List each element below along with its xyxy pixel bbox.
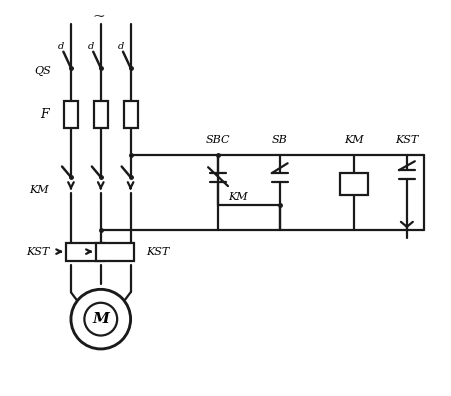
- Text: KST: KST: [394, 135, 418, 145]
- Bar: [94, 101, 107, 128]
- Text: SB: SB: [271, 135, 287, 145]
- Text: SBC: SBC: [205, 135, 230, 145]
- Circle shape: [71, 289, 130, 349]
- Text: KST: KST: [26, 247, 49, 257]
- Text: F: F: [41, 108, 49, 121]
- Text: KM: KM: [227, 192, 247, 202]
- Text: ~: ~: [92, 10, 105, 24]
- Text: KST: KST: [146, 247, 170, 257]
- Bar: [66, 243, 104, 261]
- Text: KM: KM: [344, 135, 363, 145]
- Text: d: d: [88, 42, 94, 51]
- Text: M: M: [92, 312, 109, 326]
- Bar: [340, 173, 367, 195]
- Text: d: d: [118, 42, 124, 51]
- Bar: [124, 101, 137, 128]
- Text: QS: QS: [34, 66, 51, 76]
- Text: d: d: [58, 42, 64, 51]
- Circle shape: [84, 303, 117, 335]
- Text: KM: KM: [29, 185, 49, 195]
- Bar: [64, 101, 78, 128]
- Bar: [96, 243, 133, 261]
